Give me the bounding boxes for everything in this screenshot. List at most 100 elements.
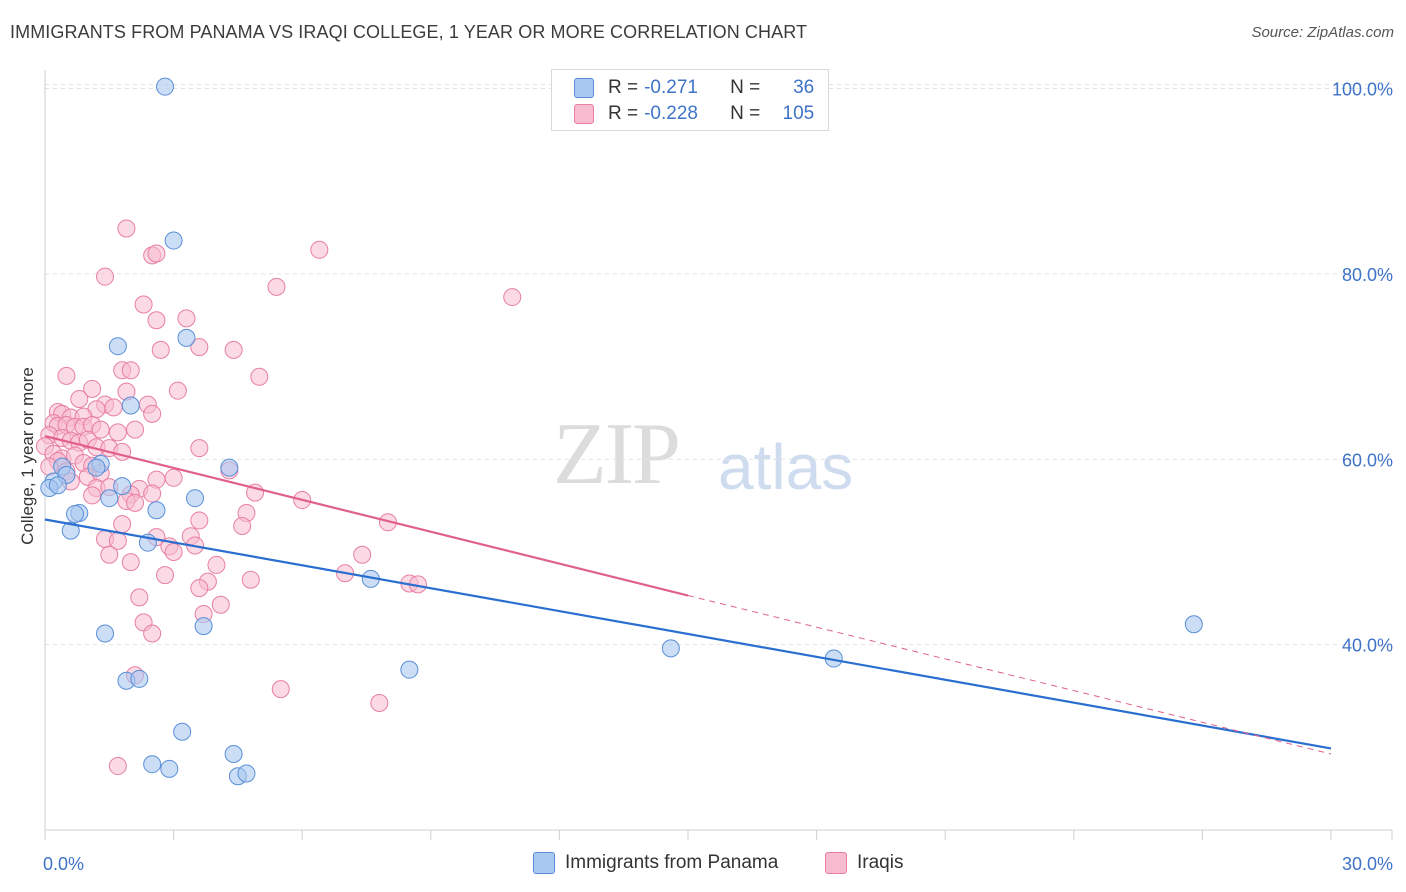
iraqi-point xyxy=(190,439,209,458)
iraqi-point xyxy=(164,542,183,561)
iraqi-point xyxy=(57,366,76,385)
panama-point xyxy=(87,458,106,477)
panama-swatch xyxy=(533,852,555,874)
legend-r-value: -0.271 xyxy=(644,77,698,98)
panama-point xyxy=(237,764,256,783)
trend-lines xyxy=(44,435,1332,755)
panama-point xyxy=(96,624,115,643)
source-credit: Source: ZipAtlas.com xyxy=(1251,24,1394,41)
iraqi-point xyxy=(241,570,260,589)
iraqi-point xyxy=(96,267,115,286)
iraqi-point xyxy=(83,379,102,398)
panama-point xyxy=(224,745,243,763)
legend-r-value: -0.228 xyxy=(644,103,698,124)
iraqi-swatch xyxy=(574,104,594,124)
panama-point xyxy=(121,396,140,415)
panama-legend-label: Immigrants from Panama xyxy=(565,852,779,873)
y-tick-label: 40.0% xyxy=(1342,636,1393,656)
iraqi-point xyxy=(143,404,162,423)
panama-point xyxy=(48,476,67,495)
panama-point xyxy=(194,617,213,636)
iraqi-point xyxy=(83,486,102,505)
tick-labels: 40.0% 60.0% 80.0% 100.0% 0.0% 30.0% xyxy=(43,80,1393,874)
iraqi-point xyxy=(108,423,127,442)
iraqi-point xyxy=(147,311,166,330)
panama-point xyxy=(400,660,419,679)
panama-point xyxy=(1184,615,1203,634)
iraqi-point xyxy=(207,555,226,574)
panama-points xyxy=(40,77,1203,786)
iraqi-point xyxy=(143,484,162,503)
y-axis-title: College, 1 year or more xyxy=(18,367,37,545)
iraqi-point xyxy=(156,566,175,585)
iraqi-point xyxy=(250,367,269,386)
iraqi-point xyxy=(126,420,145,439)
iraqi-point xyxy=(168,381,187,400)
y-tick-label: 60.0% xyxy=(1342,450,1393,470)
iraqi-point xyxy=(121,361,140,380)
iraqi-swatch xyxy=(825,852,847,874)
axes xyxy=(44,70,1393,840)
iraqi-point xyxy=(370,694,389,713)
iraqi-point xyxy=(190,511,209,530)
panama-point xyxy=(143,755,162,774)
panama-point xyxy=(100,489,119,508)
panama-point xyxy=(220,458,239,477)
panama-point xyxy=(66,504,85,523)
x-tick-label: 0.0% xyxy=(43,854,84,874)
iraqi-point xyxy=(271,680,290,699)
iraqi-point xyxy=(134,295,153,314)
iraqi-point xyxy=(233,517,252,535)
watermark-zip: ZIP xyxy=(553,406,681,503)
iraqi-legend-label: Iraqis xyxy=(857,852,904,873)
iraqi-point xyxy=(211,595,230,614)
iraqi-point xyxy=(224,340,243,359)
iraqi-point xyxy=(503,288,522,307)
panama-swatch xyxy=(574,78,594,98)
iraqi-point xyxy=(310,240,329,259)
iraqi-point xyxy=(177,309,196,328)
legend-r-label: R = xyxy=(608,77,639,98)
iraqi-point xyxy=(108,757,127,776)
bottom-legend-iraqi: Iraqis xyxy=(825,852,903,874)
panama-point xyxy=(160,759,179,778)
panama-point xyxy=(177,328,196,347)
iraqi-point xyxy=(91,420,110,439)
legend-n-value: 105 xyxy=(782,103,815,124)
iraqi-point xyxy=(100,545,119,564)
y-tick-label: 80.0% xyxy=(1342,265,1393,285)
iraqi-point xyxy=(267,277,286,296)
legend-n-value: 36 xyxy=(793,77,815,98)
iraqi-point xyxy=(113,515,132,534)
iraqi-point xyxy=(190,579,209,598)
iraqi-point xyxy=(104,398,123,417)
iraqi-point xyxy=(190,338,209,357)
legend-r-label: R = xyxy=(608,103,639,124)
legend-n-label: N = xyxy=(730,103,761,124)
panama-point xyxy=(173,722,192,741)
iraqi-point xyxy=(164,468,183,487)
watermark-atlas: atlas xyxy=(718,431,854,503)
panama-point xyxy=(186,489,205,508)
iraqi-point xyxy=(151,340,170,359)
iraqi-point xyxy=(143,624,162,643)
chart-title: IMMIGRANTS FROM PANAMA VS IRAQI COLLEGE,… xyxy=(10,22,808,42)
iraqi-point xyxy=(353,545,372,564)
bottom-legend-panama: Immigrants from Panama xyxy=(533,852,778,874)
y-tick-label: 100.0% xyxy=(1332,80,1393,100)
gridlines xyxy=(45,84,1392,646)
panama-point xyxy=(130,669,149,688)
panama-point xyxy=(113,477,132,496)
panama-trend-line xyxy=(44,518,1332,750)
x-tick-label: 30.0% xyxy=(1342,854,1393,874)
iraqi-point xyxy=(70,390,89,409)
iraqi-point xyxy=(117,219,136,238)
panama-point xyxy=(147,501,166,520)
iraqi-trend-line xyxy=(44,435,689,597)
iraqi-point xyxy=(121,553,140,572)
panama-point xyxy=(108,337,127,356)
legend-row-panama: R = -0.271 N = 36 xyxy=(574,76,814,100)
panama-point xyxy=(661,639,680,658)
panama-point xyxy=(156,77,175,96)
